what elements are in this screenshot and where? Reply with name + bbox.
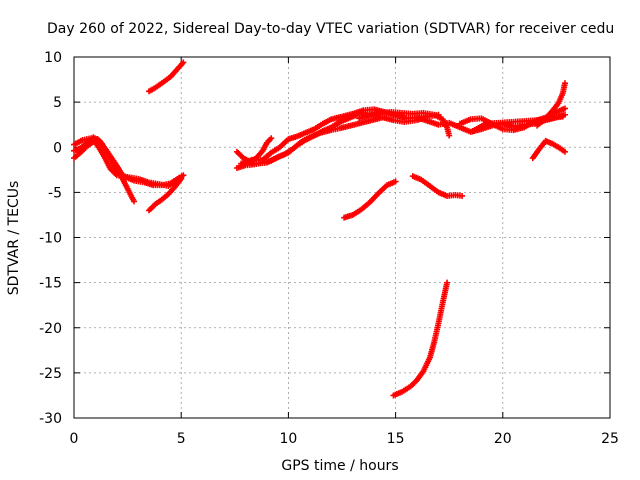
data-point	[268, 135, 275, 142]
series-arc-5	[146, 59, 187, 95]
data-point	[131, 198, 138, 205]
x-tick-label: 10	[279, 431, 297, 447]
series-arc-4	[146, 175, 185, 214]
x-tick-label: 25	[601, 431, 619, 447]
y-axis-ticks: -30 -25 -20 -15 -10 -5 0 5 10	[39, 50, 610, 427]
grid-lines	[74, 57, 610, 418]
data-point	[559, 113, 566, 120]
y-tick-label: -25	[39, 366, 62, 382]
series-arc-18	[469, 113, 566, 135]
series-arc-16	[534, 80, 568, 129]
data-point	[561, 105, 568, 112]
data-point	[446, 132, 453, 139]
x-tick-label: 15	[387, 431, 405, 447]
x-axis-ticks: 0 5 10 15 20 25	[70, 57, 619, 447]
series-arc-12	[409, 173, 466, 199]
y-tick-label: -15	[39, 276, 62, 292]
chart-title: Day 260 of 2022, Sidereal Day-to-day VTE…	[47, 21, 614, 37]
series-arc-10	[341, 178, 399, 221]
y-tick-label: 5	[53, 95, 62, 111]
data-point	[444, 279, 451, 286]
data-point	[180, 59, 187, 66]
x-axis-label: GPS time / hours	[281, 458, 398, 474]
y-axis-label: SDTVAR / TECUs	[6, 181, 22, 296]
series-arc-3	[71, 134, 183, 189]
series-arc-11	[390, 279, 451, 399]
y-tick-label: -5	[48, 185, 62, 201]
y-tick-label: -30	[39, 411, 62, 427]
data-point	[561, 80, 568, 87]
x-tick-label: 5	[177, 431, 186, 447]
series-arc-17	[529, 137, 568, 162]
data-point	[459, 192, 466, 199]
y-tick-label: -20	[39, 321, 62, 337]
data-point	[178, 175, 185, 182]
y-tick-label: 10	[44, 50, 62, 66]
x-tick-label: 0	[70, 431, 79, 447]
y-tick-label: 0	[53, 140, 62, 156]
data-point	[180, 172, 187, 179]
data-point	[392, 178, 399, 185]
x-tick-label: 20	[494, 431, 512, 447]
data-series-layer	[71, 59, 568, 399]
data-point	[561, 148, 568, 155]
y-tick-label: -10	[39, 231, 62, 247]
